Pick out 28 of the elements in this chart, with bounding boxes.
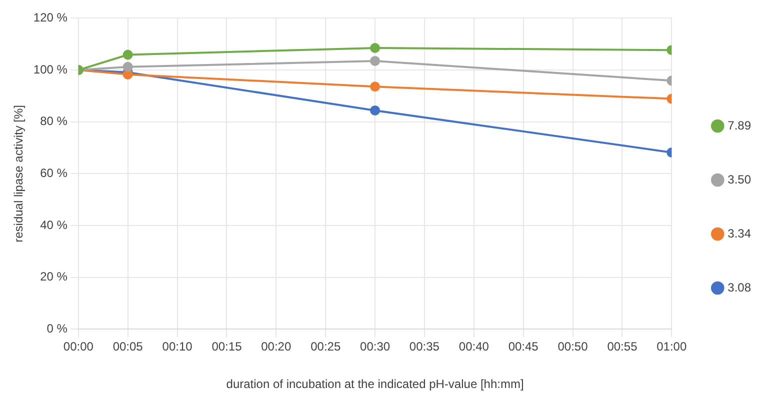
x-axis-title: duration of incubation at the indicated pH-value [hh:mm] bbox=[226, 377, 524, 392]
legend-label: 3.34 bbox=[728, 226, 752, 240]
x-tick-label: 00:05 bbox=[112, 340, 144, 354]
legend-label: 7.89 bbox=[728, 118, 752, 132]
x-tick-label: 00:25 bbox=[310, 340, 341, 354]
x-tick-label: 00:30 bbox=[360, 340, 390, 354]
x-tick-label: 00:15 bbox=[212, 340, 242, 354]
x-tick-label: 00:55 bbox=[607, 340, 638, 354]
x-tick-label: 01:00 bbox=[656, 340, 687, 354]
y-tick-label: 0 % bbox=[46, 322, 68, 336]
y-tick-label: 60 % bbox=[40, 166, 68, 180]
x-tick-label: 00:50 bbox=[558, 340, 588, 354]
point bbox=[370, 56, 380, 66]
legend-label: 3.50 bbox=[728, 172, 752, 186]
x-tick-label: 00:35 bbox=[409, 340, 440, 354]
point bbox=[370, 82, 380, 92]
x-tick-label: 00:45 bbox=[508, 340, 539, 354]
y-tick-label: 40 % bbox=[40, 218, 68, 232]
x-tick-label: 00:10 bbox=[162, 340, 193, 354]
legend-label: 3.08 bbox=[728, 280, 752, 294]
y-tick-label: 80 % bbox=[40, 114, 68, 128]
y-axis-title: residual lipase activity [%] bbox=[12, 105, 26, 242]
x-tick-label: 00:00 bbox=[63, 340, 94, 354]
y-tick-label: 120 % bbox=[33, 10, 68, 25]
x-tick-label: 00:20 bbox=[261, 340, 292, 354]
y-tick-label: 100 % bbox=[33, 62, 68, 76]
y-tick-label: 20 % bbox=[40, 270, 68, 284]
x-tick-label: 00:40 bbox=[458, 340, 490, 354]
